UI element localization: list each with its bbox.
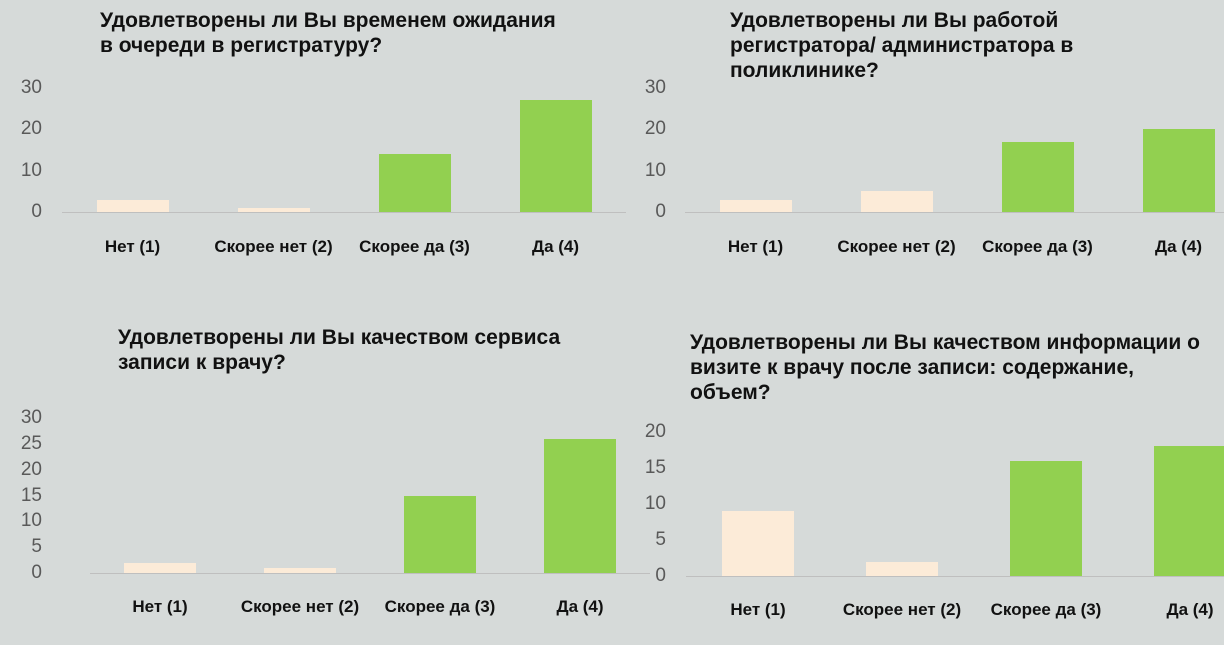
y-tick-label: 5 bbox=[655, 529, 666, 550]
bar bbox=[719, 199, 792, 212]
y-tick-label: 20 bbox=[644, 118, 666, 140]
bar bbox=[866, 561, 938, 576]
bar bbox=[544, 438, 616, 573]
x-axis bbox=[685, 212, 1224, 213]
x-axis bbox=[62, 212, 626, 213]
x-tick-label: Скорее да (3) bbox=[990, 600, 1102, 619]
y-tick-label: 15 bbox=[644, 457, 666, 478]
bar bbox=[1142, 129, 1215, 212]
bar bbox=[378, 154, 451, 212]
x-tick-label: Скорее нет (2) bbox=[842, 600, 962, 619]
y-tick-label: 5 bbox=[31, 536, 42, 558]
x-tick-label: Скорее нет (2) bbox=[214, 237, 333, 256]
y-tick-label: 10 bbox=[20, 510, 42, 532]
bar bbox=[404, 495, 476, 573]
y-tick-label: 15 bbox=[20, 484, 42, 506]
bar bbox=[1154, 446, 1224, 576]
bar bbox=[722, 511, 794, 576]
y-tick-label: 20 bbox=[644, 421, 666, 442]
chart-title: Удовлетворены ли Вы временем ожидания в … bbox=[100, 9, 556, 57]
bar bbox=[124, 562, 196, 573]
x-tick-label: Скорее нет (2) bbox=[837, 237, 956, 256]
y-tick-label: 0 bbox=[31, 201, 42, 222]
x-tick-label: Скорее да (3) bbox=[384, 597, 496, 616]
bar bbox=[860, 191, 933, 212]
y-tick-label: 30 bbox=[20, 407, 42, 428]
chart-title: Удовлетворены ли Вы качеством информации… bbox=[690, 331, 1200, 404]
x-tick-label: Нет (1) bbox=[730, 600, 786, 619]
x-tick-label: Нет (1) bbox=[132, 597, 188, 616]
y-tick-label: 30 bbox=[20, 77, 42, 98]
y-tick-label: 20 bbox=[20, 118, 42, 140]
y-tick-label: 0 bbox=[655, 201, 666, 222]
x-tick-label: Скорее нет (2) bbox=[240, 597, 360, 616]
x-tick-label: Скорее да (3) bbox=[982, 237, 1093, 256]
y-tick-label: 10 bbox=[20, 159, 42, 181]
x-tick-label: Да (4) bbox=[531, 237, 580, 256]
y-tick-label: 0 bbox=[655, 565, 666, 586]
x-tick-label: Нет (1) bbox=[727, 237, 784, 256]
chart-title: Удовлетворены ли Вы работой регистратора… bbox=[730, 9, 1074, 82]
bar bbox=[1001, 141, 1074, 212]
x-axis bbox=[686, 576, 1224, 577]
y-tick-label: 10 bbox=[644, 493, 666, 514]
bar bbox=[96, 199, 169, 212]
bar bbox=[1010, 460, 1082, 576]
x-tick-label: Да (4) bbox=[1154, 237, 1203, 256]
x-tick-label: Да (4) bbox=[556, 597, 604, 616]
x-tick-label: Скорее да (3) bbox=[359, 237, 470, 256]
y-tick-label: 30 bbox=[644, 77, 666, 98]
x-tick-label: Да (4) bbox=[1166, 600, 1214, 619]
y-tick-label: 10 bbox=[644, 159, 666, 181]
chart-title: Удовлетворены ли Вы качеством сервиса за… bbox=[118, 326, 561, 374]
y-tick-label: 0 bbox=[31, 562, 42, 583]
bar bbox=[519, 100, 592, 212]
y-tick-label: 20 bbox=[20, 458, 42, 480]
x-axis bbox=[90, 573, 650, 574]
y-tick-label: 25 bbox=[20, 432, 42, 454]
x-tick-label: Нет (1) bbox=[104, 237, 161, 256]
bar bbox=[264, 567, 336, 573]
bar bbox=[237, 207, 310, 212]
